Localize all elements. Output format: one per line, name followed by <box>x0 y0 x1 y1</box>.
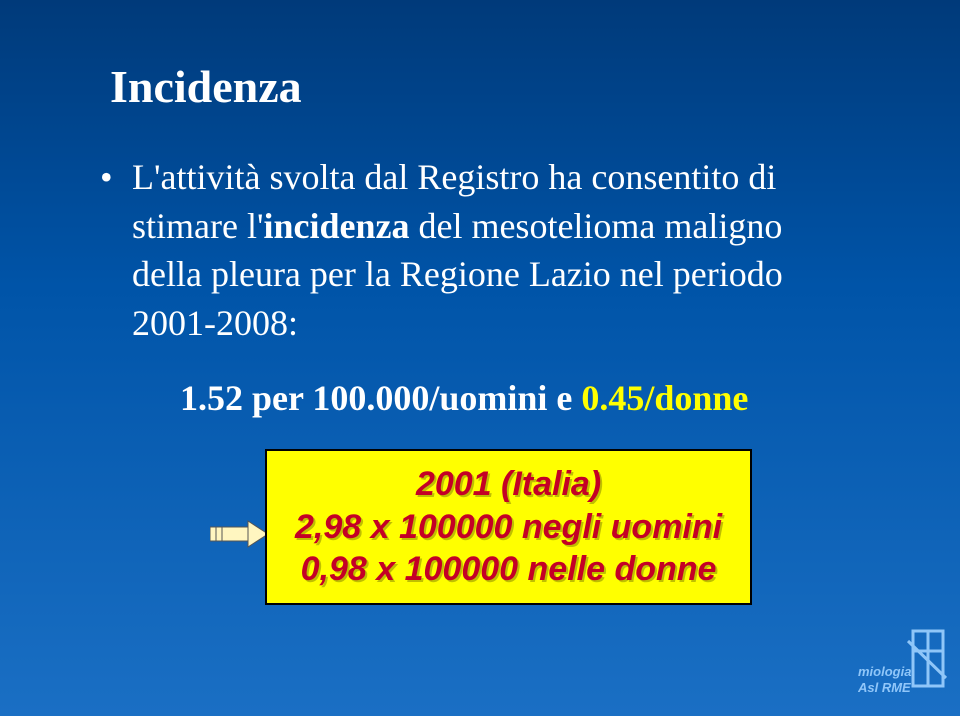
rate-connector: e <box>547 378 581 418</box>
rate-line: 1.52 per 100.000/uomini e 0.45/donne <box>180 377 900 419</box>
bullet-line2c: del mesotelioma maligno <box>409 206 782 246</box>
callout-box: 2001 (Italia) 2,98 x 100000 negli uomini… <box>265 449 752 605</box>
callout-men: 2,98 x 100000 negli uomini <box>295 506 722 549</box>
org-logo: miologia Asl RME <box>858 626 948 706</box>
slide-title: Incidenza <box>110 60 900 113</box>
bullet-line2a: stimare l' <box>132 206 263 246</box>
bullet-line4: 2001-2008: <box>132 303 298 343</box>
bullet-emphasis: incidenza <box>263 206 409 246</box>
logo-text1: miologia <box>858 664 911 679</box>
arrow-icon <box>210 517 270 556</box>
rate-women: 0.45/donne <box>581 378 748 418</box>
slide: Incidenza L'attività svolta dal Registro… <box>0 0 960 716</box>
bullet-line1: L'attività svolta dal Registro ha consen… <box>132 157 776 197</box>
callout-women: 0,98 x 100000 nelle donne <box>295 548 722 591</box>
bullet-item: L'attività svolta dal Registro ha consen… <box>100 153 900 347</box>
logo-text2: Asl RME <box>858 680 911 695</box>
rate-men: 1.52 per 100.000/uomini <box>180 378 547 418</box>
callout-header: 2001 (Italia) <box>295 463 722 506</box>
bullet-list: L'attività svolta dal Registro ha consen… <box>100 153 900 347</box>
bullet-line3: della pleura per la Regione Lazio nel pe… <box>132 254 783 294</box>
